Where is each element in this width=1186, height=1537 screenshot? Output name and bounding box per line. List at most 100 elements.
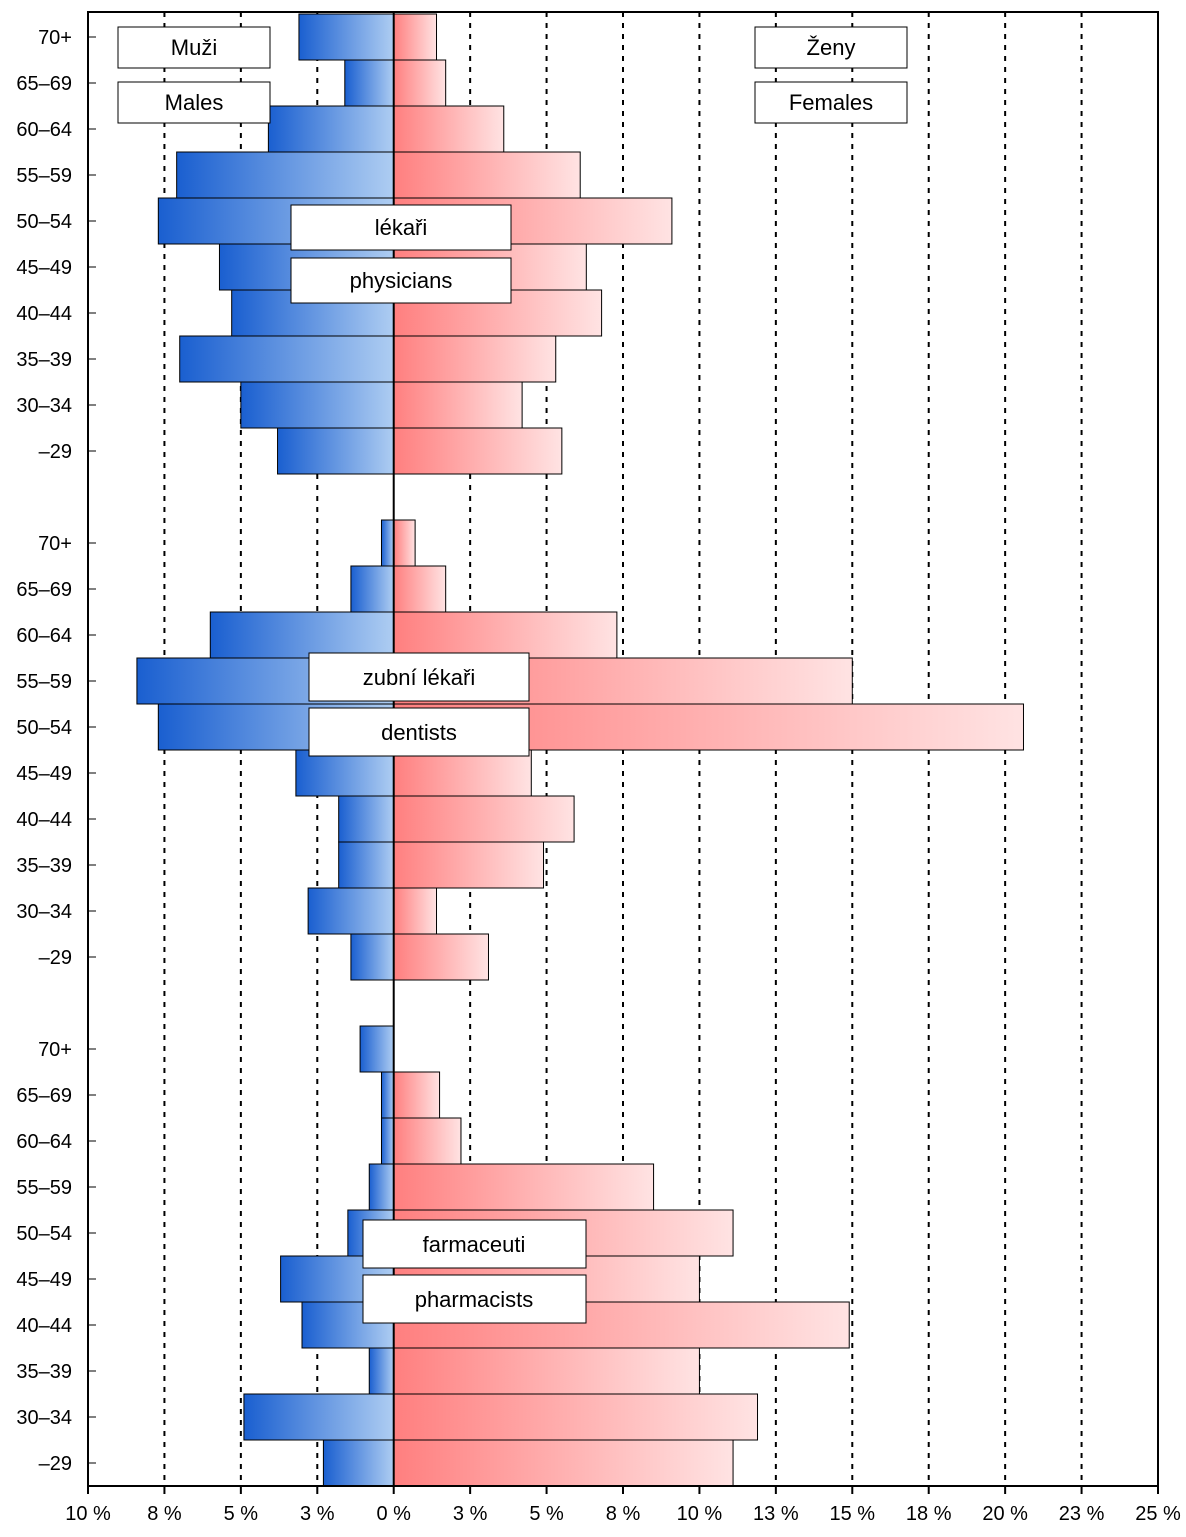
legend-box-males-en: Males bbox=[118, 82, 270, 123]
bar-female bbox=[394, 888, 437, 934]
age-group-label: 40–44 bbox=[16, 1315, 72, 1337]
bar-female bbox=[394, 750, 532, 796]
age-group-label: 30–34 bbox=[16, 395, 72, 417]
bar-female bbox=[394, 1072, 440, 1118]
legend-females-cz: Ženy bbox=[807, 35, 856, 60]
age-group-label: –29 bbox=[39, 947, 72, 969]
bar-male bbox=[351, 934, 394, 980]
age-group-label: 30–34 bbox=[16, 901, 72, 923]
bar-male bbox=[296, 750, 394, 796]
age-group-labels: 70+ 65–69 60–64 55–59 50–54 45–49 40–44 35–39 30… bbox=[16, 27, 96, 1475]
legend: Muži Males Ženy Females bbox=[118, 27, 907, 123]
bar-male bbox=[360, 1026, 394, 1072]
bar-male bbox=[369, 1348, 393, 1394]
age-group-label: –29 bbox=[39, 1453, 72, 1475]
bar-male bbox=[339, 796, 394, 842]
age-group-label: 65–69 bbox=[16, 1085, 72, 1107]
x-tick-label: 8 % bbox=[147, 1503, 182, 1525]
age-group-label: 70+ bbox=[38, 1039, 72, 1061]
bar-male bbox=[244, 1394, 394, 1440]
panel-title-pharmacists-cz: farmaceuti bbox=[423, 1232, 526, 1257]
legend-box-females-cz: Ženy bbox=[755, 27, 907, 68]
age-group-label: 70+ bbox=[38, 27, 72, 49]
bar-female bbox=[394, 382, 522, 428]
x-tick-label: 10 % bbox=[65, 1503, 111, 1525]
legend-males-cz: Muži bbox=[171, 35, 217, 60]
panel-title-physicians-cz: lékaři bbox=[375, 215, 428, 240]
age-group-label: 40–44 bbox=[16, 303, 72, 325]
x-tick-label: 23 % bbox=[1059, 1503, 1105, 1525]
age-group-label: 45–49 bbox=[16, 257, 72, 279]
panel-title-dentists-en: dentists bbox=[381, 720, 457, 745]
age-group-label: 50–54 bbox=[16, 1223, 72, 1245]
bar-male bbox=[351, 566, 394, 612]
bar-female bbox=[394, 60, 446, 106]
x-tick-label: 3 % bbox=[453, 1503, 488, 1525]
age-group-label: 35–39 bbox=[16, 349, 72, 371]
bar-female bbox=[394, 1440, 733, 1486]
bar-female bbox=[394, 520, 415, 566]
x-tick-label: 0 % bbox=[376, 1503, 411, 1525]
bar-female bbox=[394, 106, 504, 152]
age-group-label: 35–39 bbox=[16, 855, 72, 877]
bar-male bbox=[177, 152, 394, 198]
x-tick-label: 5 % bbox=[224, 1503, 259, 1525]
bar-female bbox=[394, 566, 446, 612]
age-group-label: 45–49 bbox=[16, 1269, 72, 1291]
x-tick-label: 5 % bbox=[529, 1503, 564, 1525]
bar-male bbox=[268, 106, 393, 152]
age-group-label: 30–34 bbox=[16, 1407, 72, 1429]
age-group-label: 65–69 bbox=[16, 73, 72, 95]
bar-female bbox=[394, 1394, 758, 1440]
age-group-label: 40–44 bbox=[16, 809, 72, 831]
x-tick-label: 20 % bbox=[982, 1503, 1028, 1525]
bar-male bbox=[180, 336, 394, 382]
age-group-label: 55–59 bbox=[16, 1177, 72, 1199]
bar-female bbox=[394, 612, 617, 658]
bar-female bbox=[394, 1118, 461, 1164]
x-tick-label: 10 % bbox=[677, 1503, 723, 1525]
x-tick-label: 18 % bbox=[906, 1503, 952, 1525]
age-group-label: –29 bbox=[39, 441, 72, 463]
bar-male bbox=[241, 382, 394, 428]
age-group-label: 45–49 bbox=[16, 763, 72, 785]
age-group-label: 50–54 bbox=[16, 717, 72, 739]
bar-male bbox=[369, 1164, 393, 1210]
bar-female bbox=[394, 1164, 654, 1210]
bar-male bbox=[339, 842, 394, 888]
bar-male bbox=[210, 612, 393, 658]
age-group-label: 55–59 bbox=[16, 165, 72, 187]
bar-female bbox=[394, 428, 562, 474]
bar-male bbox=[308, 888, 394, 934]
x-tick-label: 3 % bbox=[300, 1503, 335, 1525]
bar-female bbox=[394, 336, 556, 382]
legend-box-males-cz: Muži bbox=[118, 27, 270, 68]
age-group-label: 60–64 bbox=[16, 119, 72, 141]
bar-male bbox=[381, 520, 393, 566]
bar-female bbox=[394, 934, 489, 980]
bar-male bbox=[381, 1118, 393, 1164]
bar-female bbox=[394, 842, 544, 888]
legend-box-females-en: Females bbox=[755, 82, 907, 123]
bar-male bbox=[323, 1440, 393, 1486]
bar-female bbox=[394, 152, 580, 198]
age-group-label: 60–64 bbox=[16, 1131, 72, 1153]
age-group-label: 60–64 bbox=[16, 625, 72, 647]
age-group-label: 65–69 bbox=[16, 579, 72, 601]
legend-females-en: Females bbox=[789, 90, 873, 115]
bar-male bbox=[299, 14, 394, 60]
bar-female bbox=[394, 1348, 700, 1394]
legend-males-en: Males bbox=[165, 90, 224, 115]
x-tick-label: 15 % bbox=[829, 1503, 875, 1525]
bar-female bbox=[394, 14, 437, 60]
bar-male bbox=[381, 1072, 393, 1118]
x-tick-label: 13 % bbox=[753, 1503, 799, 1525]
age-group-label: 55–59 bbox=[16, 671, 72, 693]
x-tick-label: 8 % bbox=[606, 1503, 641, 1525]
bar-male bbox=[278, 428, 394, 474]
x-tick-label: 25 % bbox=[1135, 1503, 1181, 1525]
age-group-label: 70+ bbox=[38, 533, 72, 555]
age-group-label: 35–39 bbox=[16, 1361, 72, 1383]
age-group-label: 50–54 bbox=[16, 211, 72, 233]
